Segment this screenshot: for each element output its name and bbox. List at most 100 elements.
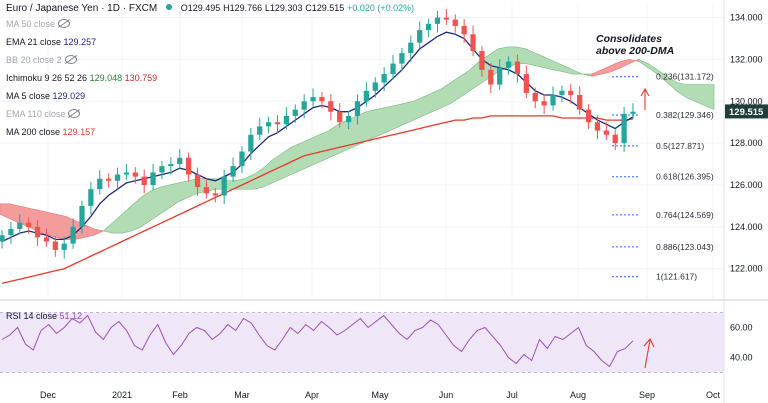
fib-level-label: 1(121.617): [656, 272, 697, 282]
ohlc-low: L129.303: [264, 3, 303, 13]
candle-body: [417, 30, 423, 43]
candle-body: [265, 122, 272, 127]
legend-ema21-value: 129.257: [63, 37, 97, 47]
time-tick-label: Feb: [172, 390, 188, 400]
legend-ma50-label: MA 50 close: [6, 19, 56, 29]
candle-body: [114, 174, 121, 181]
main-gridlines: [0, 5, 724, 298]
legend-ma5[interactable]: MA 5 close 129.029: [6, 91, 85, 102]
candle-body: [150, 172, 156, 185]
symbol-title[interactable]: Euro / Japanese Yen · 1D · FXCM: [6, 3, 158, 14]
ohlc-change: +0.020 (+0.02%): [347, 3, 415, 13]
candle-body: [497, 67, 503, 85]
rsi-line: [1, 314, 634, 368]
candle-body: [461, 25, 467, 35]
legend-ma50[interactable]: MA 50 close: [6, 19, 71, 30]
candle-body: [603, 130, 609, 135]
candle-body: [248, 134, 254, 152]
fibonacci-levels: 0.236(131.172) 0.382(129.346) 0.5(127.871)…: [612, 72, 714, 282]
market-status-icon: [165, 4, 172, 10]
candle-body: [34, 226, 41, 238]
candle-body: [550, 94, 556, 106]
candle-body: [568, 90, 574, 95]
ichimoku-cloud-bearish: [0, 203, 105, 240]
symbol-header: Euro / Japanese Yen · 1D · FXCM O129.495…: [6, 3, 414, 14]
candle-body: [488, 69, 494, 85]
legend-ma5-label: MA 5 close: [6, 91, 51, 101]
candle-body: [194, 174, 201, 188]
annotation-arrow-up: [640, 87, 650, 110]
candlesticks: [0, 8, 636, 259]
legend-ma200-label: MA 200 close: [6, 127, 61, 137]
fib-level-label: 0.618(126.395): [656, 172, 714, 182]
time-tick-label: Oct: [706, 390, 721, 400]
candle-body: [203, 187, 210, 194]
time-tick-label: Dec: [40, 390, 57, 400]
ichimoku-cloud-bullish: [638, 58, 715, 111]
candle-body: [514, 61, 521, 75]
legend-ichimoku[interactable]: Ichimoku 9 26 52 26 129.048 130.759: [6, 73, 157, 84]
legend-bb[interactable]: BB 20 close 2: [6, 55, 77, 66]
candle-body: [221, 176, 227, 196]
candle-body: [26, 222, 32, 227]
candle-body: [532, 92, 538, 102]
price-tick-label: 122.000: [730, 264, 763, 274]
candle-body: [0, 235, 5, 242]
ichimoku-cloud-bearish: [591, 58, 640, 77]
candle-body: [434, 17, 441, 24]
legend-ema110-label: EMA 110 close: [6, 109, 66, 119]
legend-ema21[interactable]: EMA 21 close 129.257: [6, 37, 96, 48]
price-axis: 122.000 124.000 126.000 128.000 130.000 132.0…: [725, 13, 768, 274]
time-tick-label: 2021: [112, 390, 132, 400]
time-tick-label: Jun: [439, 390, 454, 400]
annotation-line-2: above 200-DMA: [596, 45, 674, 57]
legend-ma200-value: 129.157: [62, 127, 96, 137]
annotation-line-1: Consolidates: [596, 33, 662, 45]
legend-ma5-value: 129.029: [52, 91, 86, 101]
candle-body: [479, 51, 485, 70]
price-tick-label: 128.000: [730, 138, 763, 148]
candle-body: [123, 172, 130, 175]
candle-body: [17, 222, 23, 229]
legend-rsi-value: 51.12: [59, 311, 83, 321]
price-tick-label: 130.000: [730, 96, 763, 106]
price-tick-label: 132.000: [730, 54, 763, 64]
candle-body: [106, 178, 112, 181]
candle-body: [257, 126, 263, 135]
hidden-eye-icon[interactable]: [68, 109, 81, 118]
candle-body: [337, 111, 343, 123]
candle-body: [70, 226, 76, 244]
candle-body: [212, 193, 218, 196]
fib-level-label: 0.236(131.172): [656, 72, 714, 82]
candle-body: [612, 134, 618, 144]
candle-body: [8, 228, 14, 236]
ma200-line: [1, 115, 634, 284]
candle-body: [425, 23, 432, 31]
candle-body: [132, 172, 138, 177]
candle-body: [274, 122, 281, 125]
candle-body: [354, 101, 361, 116]
candle-body: [345, 115, 352, 123]
last-price-label: 129.515: [729, 107, 764, 118]
hidden-eye-icon[interactable]: [64, 55, 77, 64]
candle-body: [88, 189, 94, 206]
rsi-pane: 40.00 60.00: [0, 312, 753, 373]
legend-ma200[interactable]: MA 200 close 129.157: [6, 127, 95, 138]
candle-body: [79, 205, 85, 227]
candle-body: [283, 115, 290, 125]
fib-level-label: 0.5(127.871): [656, 141, 704, 151]
candle-body: [559, 90, 565, 95]
ohlc-close: C129.515: [305, 3, 345, 13]
legend-rsi[interactable]: RSI 14 close 51.12: [6, 311, 82, 322]
rsi-arrow-up: [643, 338, 655, 369]
legend-ema110[interactable]: EMA 110 close: [6, 109, 81, 120]
candle-body: [61, 243, 67, 250]
candle-body: [621, 113, 627, 144]
candle-body: [390, 63, 396, 75]
hidden-eye-icon[interactable]: [58, 19, 71, 28]
time-tick-label: May: [371, 390, 389, 400]
candle-body: [523, 74, 529, 93]
last-price-tag: [725, 104, 768, 119]
rsi-tick-label: 60.00: [730, 323, 753, 333]
candle-body: [372, 82, 378, 91]
